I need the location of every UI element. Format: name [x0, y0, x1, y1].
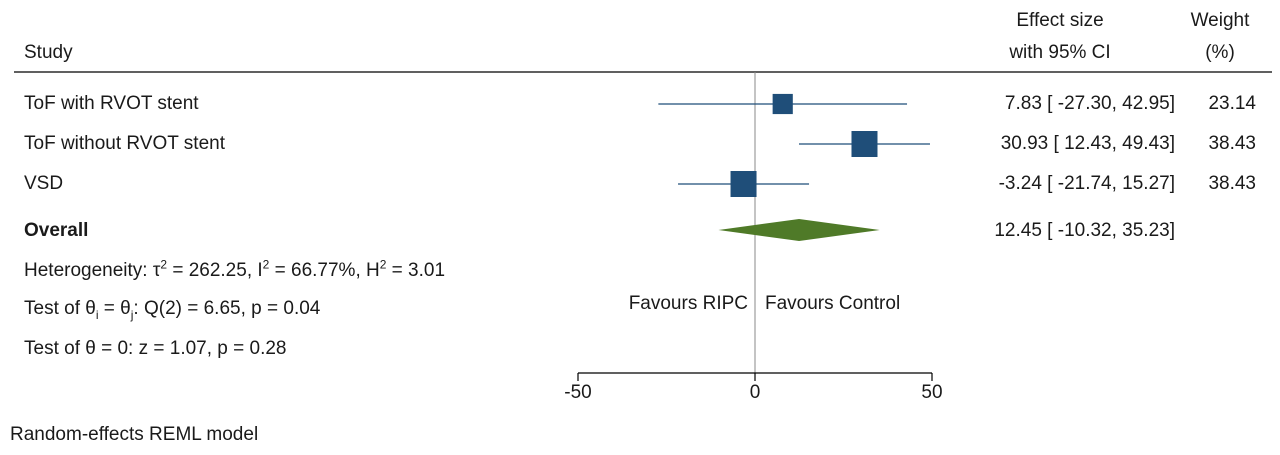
header-effect-size-line1: Effect size	[1016, 10, 1104, 31]
favours-right-label: Favours Control	[765, 293, 901, 314]
header-study-label: Study	[24, 42, 73, 63]
study-weight-text: 23.14	[1208, 93, 1256, 114]
study-name: ToF without RVOT stent	[24, 133, 225, 154]
model-footnote: Random-effects REML model	[10, 424, 259, 445]
x-axis-tick-label: 0	[750, 382, 761, 403]
overall-label: Overall	[24, 220, 89, 241]
homogeneity-test: Test of θi = θj: Q(2) = 6.65, p = 0.04	[24, 298, 321, 322]
overall-ci-text: 12.45 [ -10.32, 35.23]	[994, 220, 1175, 241]
header-weight-line2: (%)	[1205, 42, 1235, 63]
study-ci-text: -3.24 [ -21.74, 15.27]	[998, 173, 1175, 194]
study-ci-text: 30.93 [ 12.43, 49.43]	[1000, 133, 1175, 154]
study-marker	[730, 171, 757, 197]
overall-effect-test: Test of θ = 0: z = 1.07, p = 0.28	[24, 338, 287, 359]
study-marker	[772, 93, 793, 115]
study-ci-text: 7.83 [ -27.30, 42.95]	[1004, 93, 1175, 114]
study-marker	[851, 131, 878, 157]
study-weight-text: 38.43	[1208, 173, 1256, 194]
x-axis-tick-label: 50	[921, 382, 942, 403]
header-weight-line1: Weight	[1190, 10, 1250, 31]
favours-left-label: Favours RIPC	[628, 293, 748, 314]
overall-diamond	[718, 219, 880, 241]
header-effect-size-line2: with 95% CI	[1009, 42, 1111, 63]
study-name: VSD	[24, 173, 64, 194]
study-name: ToF with RVOT stent	[24, 93, 199, 114]
x-axis-tick-label: -50	[564, 382, 591, 403]
heterogeneity-stats: Heterogeneity: τ2 = 262.25, I2 = 66.77%,…	[24, 257, 446, 281]
study-weight-text: 38.43	[1208, 133, 1256, 154]
